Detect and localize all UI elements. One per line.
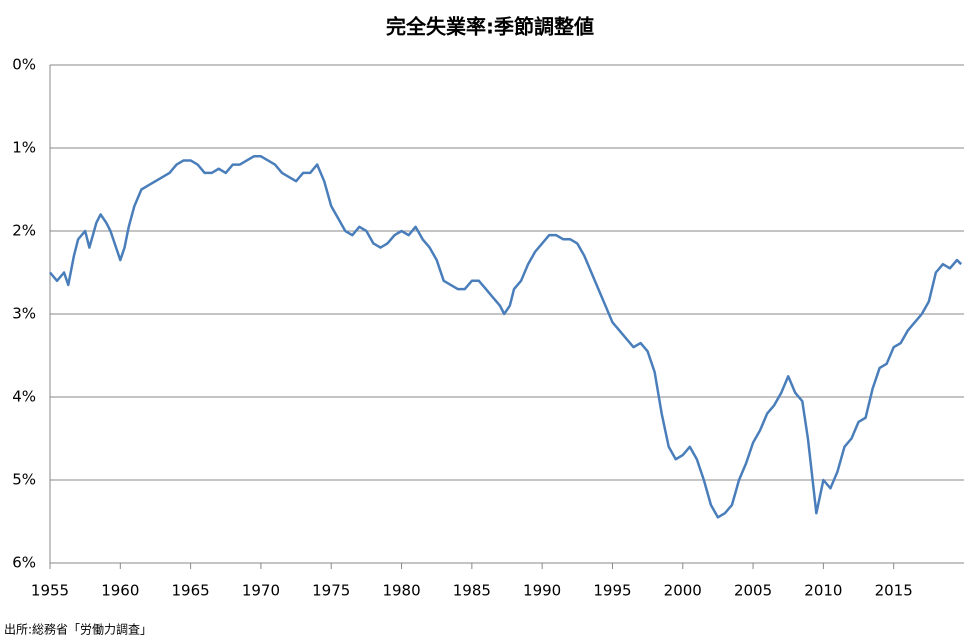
x-tick-label: 1965 [172, 582, 210, 600]
y-tick-label: 4% [12, 388, 36, 406]
x-tick-label: 2010 [804, 582, 842, 600]
source-note: 出所:総務省「労働力調査」 [4, 623, 152, 637]
x-tick-label: 1985 [453, 582, 491, 600]
x-tick-label: 2015 [875, 582, 913, 600]
y-tick-label: 0% [12, 56, 36, 74]
x-tick-label: 2005 [734, 582, 772, 600]
x-tick-label: 1980 [382, 582, 420, 600]
data-line [49, 155, 963, 519]
x-tick-label: 1955 [31, 582, 69, 600]
y-tick-label: 3% [12, 305, 36, 323]
y-tick-label: 5% [12, 471, 36, 489]
x-tick-label: 2000 [664, 582, 702, 600]
x-tick-label: 1960 [101, 582, 139, 600]
y-tick-label: 1% [12, 139, 36, 157]
x-tick-label: 1990 [523, 582, 561, 600]
y-tick-label: 2% [12, 222, 36, 240]
y-tick-label: 6% [12, 554, 36, 572]
x-tick-label: 1970 [242, 582, 280, 600]
chart-title: 完全失業率:季節調整値 [386, 15, 594, 39]
x-tick-label: 1975 [312, 582, 350, 600]
x-tick-label: 1995 [593, 582, 631, 600]
